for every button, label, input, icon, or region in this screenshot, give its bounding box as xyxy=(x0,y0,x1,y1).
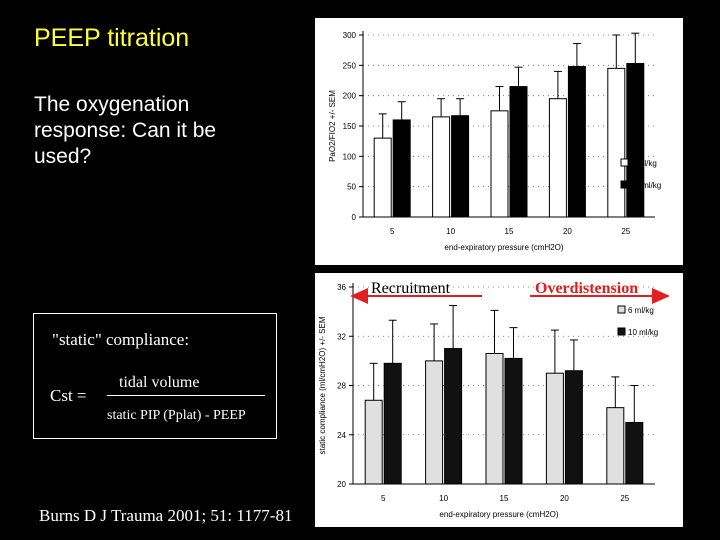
y-tick-label: 50 xyxy=(347,183,356,192)
bar xyxy=(444,348,463,485)
x-tick-label: 10 xyxy=(439,494,448,503)
y-tick-label: 200 xyxy=(343,92,357,101)
bar xyxy=(626,63,645,218)
legend-swatch xyxy=(620,158,629,167)
bar xyxy=(606,407,625,485)
bar xyxy=(392,119,411,218)
bar xyxy=(373,137,392,218)
y-tick-label: 20 xyxy=(337,480,346,489)
y-tick-label: 32 xyxy=(337,332,346,341)
y-axis-label: static compliance (ml/cmH2O) +/- SEM xyxy=(318,316,327,454)
legend-label: 6 ml/kg xyxy=(628,306,654,315)
legend-swatch xyxy=(617,327,626,336)
compliance-formula-box: "static" compliance: Cst = tidal volume … xyxy=(33,313,277,439)
fraction-bar xyxy=(107,395,265,396)
bar xyxy=(564,370,583,485)
x-tick-label: 25 xyxy=(621,227,630,236)
bar xyxy=(509,86,528,218)
y-tick-label: 36 xyxy=(337,283,346,292)
formula-denominator: static PIP (Pplat) - PEEP xyxy=(107,408,246,423)
formula-numerator: tidal volume xyxy=(119,374,200,391)
bar xyxy=(485,352,504,485)
formula-lhs: Cst = xyxy=(50,386,87,405)
y-tick-label: 100 xyxy=(343,152,357,161)
legend-swatch xyxy=(620,180,629,189)
bar xyxy=(451,115,470,218)
recruitment-label: Recruitment xyxy=(371,280,451,297)
formula-label: "static" compliance: xyxy=(52,330,190,349)
bar xyxy=(504,357,523,485)
y-tick-label: 250 xyxy=(343,61,357,70)
x-tick-label: 20 xyxy=(563,227,572,236)
bar xyxy=(548,98,567,218)
y-tick-label: 24 xyxy=(337,431,346,440)
bar xyxy=(625,421,644,485)
x-tick-label: 25 xyxy=(620,494,629,503)
bar xyxy=(490,110,509,218)
y-tick-label: 0 xyxy=(352,213,357,222)
slide-subtitle: The oxygenation response: Can it be used… xyxy=(34,93,217,168)
static-compliance-chart: 20 24 28 32 36 5 10 15 20 25 end-expiratory pressu… xyxy=(315,273,683,527)
citation: Burns D J Trauma 2001; 51: 1177-81 xyxy=(39,506,293,525)
bar xyxy=(607,67,626,218)
pao2-fio2-chart-svg: 0 50 100 150 200 250 300 5 10 15 20 25 end-expirator… xyxy=(328,31,661,252)
static-compliance-chart-svg: 20 24 28 32 36 5 10 15 20 25 end-expiratory pressu… xyxy=(318,283,658,519)
legend-label: 10 ml/kg xyxy=(628,328,658,337)
legend-label: 10 ml/kg xyxy=(631,181,661,190)
legend-swatch xyxy=(617,305,626,314)
x-tick-label: 15 xyxy=(505,227,514,236)
x-tick-label: 20 xyxy=(560,494,569,503)
bar xyxy=(364,399,383,485)
bar xyxy=(545,372,564,485)
slide-title: PEEP titration xyxy=(34,24,190,52)
x-axis-label: end-expiratory pressure (cmH2O) xyxy=(439,510,558,519)
overdistension-label: Overdistension xyxy=(535,280,639,297)
legend-label: 6 ml/kg xyxy=(631,159,657,168)
bar xyxy=(383,362,402,485)
x-tick-label: 15 xyxy=(500,494,509,503)
x-axis-label: end-expiratory pressure (cmH2O) xyxy=(444,243,563,252)
bar xyxy=(425,360,444,485)
y-axis-label: PaO2/FIO2 +/- SEM xyxy=(328,90,337,162)
bar xyxy=(567,66,586,218)
bar xyxy=(432,116,451,218)
x-tick-label: 5 xyxy=(390,227,395,236)
y-tick-label: 28 xyxy=(337,382,346,391)
x-tick-label: 5 xyxy=(381,494,386,503)
y-tick-label: 150 xyxy=(343,122,357,131)
pao2-fio2-chart: 0 50 100 150 200 250 300 5 10 15 20 25 end-expirator… xyxy=(315,18,683,265)
y-tick-label: 300 xyxy=(343,31,357,40)
x-tick-label: 10 xyxy=(446,227,455,236)
